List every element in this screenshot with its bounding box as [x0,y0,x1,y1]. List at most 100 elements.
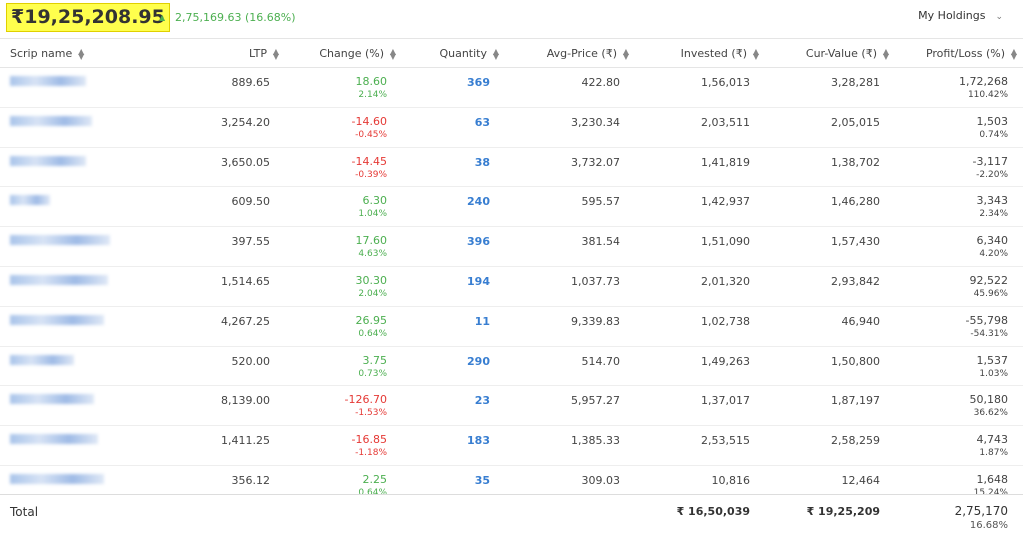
menu-label[interactable]: My Holdings [918,9,986,22]
scrip-name-blurred [10,434,98,445]
holdings-menu[interactable]: My Holdings ⌄ [918,9,1003,22]
cur-value: 1,57,430 [831,235,880,248]
avg-price: 595.57 [582,195,621,208]
up-arrow: ▲ [159,13,166,22]
column-header[interactable]: Invested (₹) ▲ ▼ [680,47,759,61]
profit-loss-value: 92,522 [969,274,1009,287]
profit-loss-value: -55,798 [965,313,1008,327]
column-header[interactable]: Cur-Value (₹) ▲ ▼ [805,47,889,61]
profit-loss: 92,522 45.96% [970,274,1009,299]
ltp: 356.12 [232,474,271,487]
column-label[interactable]: Profit/Loss (%) [925,47,1005,60]
profit-loss: -3,117 -2.20% [973,155,1008,180]
quantity-value: 183 [467,434,490,448]
profit-loss-pct: -54.31% [970,328,1008,339]
scrip-name-blurred [10,235,110,246]
change: 6.30 1.04% [358,194,387,219]
holding-row[interactable]: 520.00 3.75 0.73% 290 514.70 1,49,263 1,50,800… [0,347,1023,387]
quantity-value: 38 [474,155,490,169]
ltp-value: 3,650.05 [221,155,270,169]
holding-row[interactable]: 889.65 18.60 2.14% 369 422.80 1,56,013 3,28,28… [0,68,1023,108]
column-label[interactable]: Scrip name [10,47,73,60]
column-header[interactable]: Change (%) ▲ ▼ [319,47,396,61]
scrip-name-blurred [10,275,108,285]
profit-loss: 1,648 15.24% [974,473,1008,494]
total-pl-value: 2,75,170 [954,504,1008,518]
ltp-value: 4,267.25 [221,314,270,328]
change-value: 3.75 [362,353,388,367]
cur-value: 1,87,197 [831,394,880,407]
holding-row[interactable]: 8,139.00 -126.70 -1.53% 23 5,957.27 1,37,017 1… [0,386,1023,427]
column-header[interactable]: Profit/Loss (%) ▲ ▼ [925,47,1017,61]
sort-icon: ▲ ▼ [752,47,759,61]
change-value: 2.25 [362,473,388,486]
profit-loss-value: -3,117 [972,154,1008,168]
invested-value: 10,816 [711,474,751,487]
quantity: 38 [475,156,490,169]
change: 17.60 4.63% [356,234,388,259]
holding-row[interactable]: 1,514.65 30.30 2.04% 194 1,037.73 2,01,320 2,9… [0,267,1023,307]
total-pl: 2,75,170 16.68% [955,504,1008,531]
avg-price-value: 5,957.27 [571,394,620,408]
ltp-value: 8,139.00 [221,394,270,408]
avg-price-value: 9,339.83 [571,314,620,328]
quantity-value: 240 [467,195,490,209]
profit-loss-value: 3,343 [976,194,1009,208]
sort-icon: ▲ ▼ [622,47,629,61]
avg-price-value: 422.80 [581,76,621,89]
column-label[interactable]: Invested (₹) [680,47,747,60]
holding-row[interactable]: 3,254.20 -14.60 -0.45% 63 3,230.34 2,03,511 2,… [0,108,1023,148]
holding-row[interactable]: 397.55 17.60 4.63% 396 381.54 1,51,090 1,57,43… [0,227,1023,267]
change-pct: 0.64% [358,488,387,494]
avg-price: 381.54 [582,235,621,248]
column-header[interactable]: Scrip name ▲ ▼ [10,47,84,61]
ltp: 397.55 [232,235,271,248]
invested-value: 1,51,090 [701,235,750,249]
invested: 1,42,937 [701,195,750,208]
column-label[interactable]: Change (%) [319,47,384,60]
quantity-value: 23 [474,394,490,408]
column-header[interactable]: Quantity ▲ ▼ [439,47,499,61]
ltp: 520.00 [232,355,271,368]
holding-row[interactable]: 3,650.05 -14.45 -0.39% 38 3,732.07 1,41,819 1,… [0,148,1023,188]
change-value: -126.70 [344,393,387,407]
column-header[interactable]: LTP ▲ ▼ [249,47,279,61]
profit-loss-value: 1,503 [976,114,1009,128]
scrip-name-blurred [10,354,74,365]
change-pct: 0.64% [358,328,387,339]
sort-icon: ▲ ▼ [272,47,279,61]
profit-loss-pct: -2.20% [976,169,1008,180]
cur-value: 46,940 [842,315,881,328]
change-value: -14.60 [351,114,387,128]
cur-value-value: 2,93,842 [831,275,880,288]
holding-row[interactable]: 1,411.25 -16.85 -1.18% 183 1,385.33 2,53,515 2… [0,426,1023,466]
change: 18.60 2.14% [356,75,388,100]
change-value: -16.85 [351,433,387,447]
change: -14.60 -0.45% [352,115,387,140]
avg-price: 309.03 [582,474,621,487]
avg-price-value: 1,385.33 [571,434,620,448]
holding-row[interactable]: 4,267.25 26.95 0.64% 11 9,339.83 1,02,738 46,9… [0,307,1023,347]
profit-loss-value: 1,537 [976,353,1009,367]
holding-row[interactable]: 609.50 6.30 1.04% 240 595.57 1,42,937 1,46,280… [0,187,1023,228]
column-label[interactable]: Quantity [439,47,487,60]
change-pct: 0.73% [358,368,387,379]
profit-loss-pct: 110.42% [967,90,1008,100]
cur-value-value: 1,46,280 [831,195,880,209]
change: 3.75 0.73% [358,354,387,379]
invested: 2,01,320 [701,275,750,288]
quantity: 396 [467,235,490,248]
holding-row[interactable]: 356.12 2.25 0.64% 35 309.03 10,816 12,464 1,648… [0,466,1023,494]
quantity: 240 [467,195,490,208]
profit-loss-value: 50,180 [969,393,1009,407]
table-header: Scrip name ▲ ▼ LTP ▲ ▼ Change (%) ▲ ▼ Quantity ▲ ▼ A… [0,38,1023,68]
change-value: 6.30 [362,194,388,208]
column-label[interactable]: Avg-Price (₹) [546,47,617,60]
profit-loss-pct: 45.96% [973,289,1008,299]
column-header[interactable]: Avg-Price (₹) ▲ ▼ [546,47,629,61]
cur-value-value: 1,87,197 [831,394,880,408]
change-pct: 2.04% [358,289,387,299]
column-label[interactable]: Cur-Value (₹) [805,47,877,60]
column-label[interactable]: LTP [249,47,267,60]
scrip-name-blurred [10,155,86,166]
